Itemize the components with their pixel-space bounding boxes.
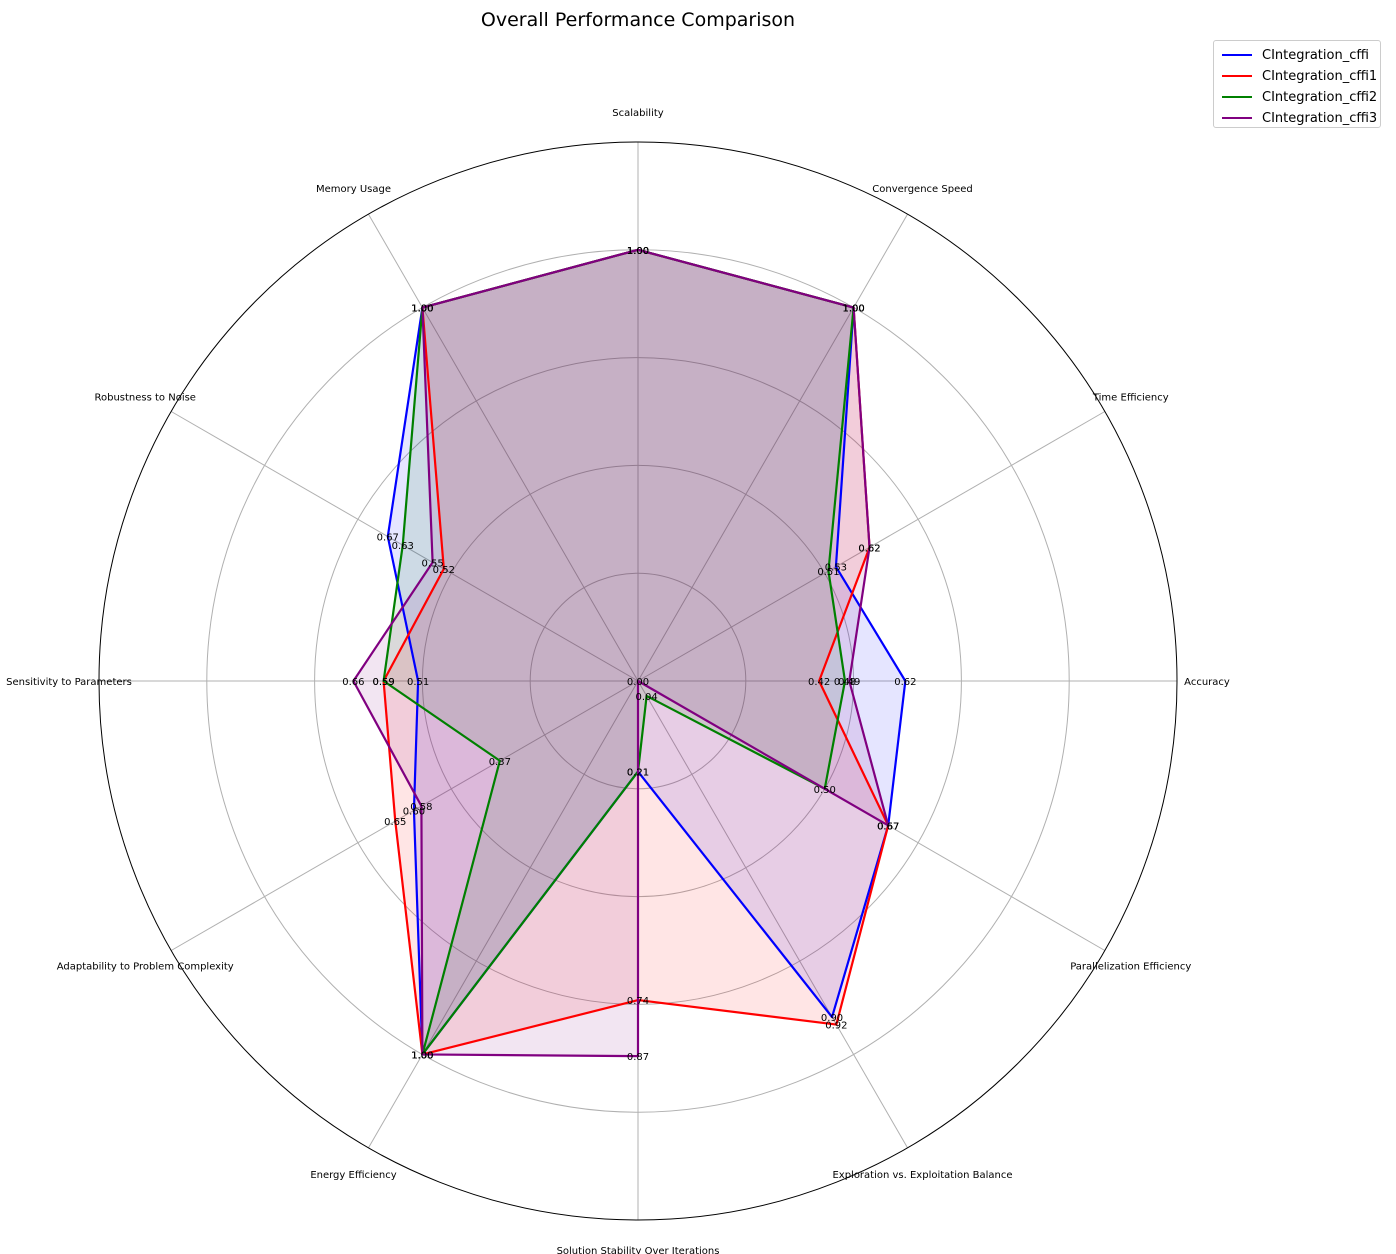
value-label-s4-a10: 0.66 [342, 677, 364, 688]
value-label-s2-a1: 1.00 [627, 246, 649, 257]
axis-label-2: Convergence Speed [872, 184, 972, 195]
axis-label-6: Exploration vs. Exploitation Balance [832, 1170, 1012, 1181]
value-label-s1-a11: 0.67 [377, 533, 399, 544]
value-label-s3-a4: 0.48 [834, 677, 856, 688]
value-label-s2-a10: 0.59 [372, 677, 394, 688]
spoke-11 [170, 411, 639, 682]
value-label-s2-a3: 0.62 [858, 543, 880, 554]
value-label-s1-a8: 1.00 [411, 1050, 433, 1061]
outer-frame [98, 141, 1178, 1221]
value-label-s2-a5: 0.67 [877, 821, 899, 832]
value-label-s4-a1: 1.00 [627, 246, 649, 257]
value-label-s3-a10: 0.59 [372, 677, 394, 688]
value-label-s4-a2: 1.00 [842, 304, 864, 315]
axis-label-10: Sensitivity to Parameters [6, 677, 132, 688]
value-label-s1-a7: 0.21 [627, 768, 649, 779]
value-label-s4-a11: 0.55 [421, 558, 443, 569]
value-label-s3-a2: 1.00 [842, 304, 864, 315]
value-label-s1-a10: 0.51 [407, 677, 429, 688]
legend-item-1: CIntegration_cffi [1222, 45, 1369, 65]
value-label-s1-a12: 1.00 [411, 304, 433, 315]
series-fill-4 [353, 249, 889, 1057]
value-label-s2-a9: 0.65 [384, 817, 406, 828]
legend-label: CIntegration_cffi1 [1262, 68, 1378, 84]
value-label-s4-a12: 1.00 [411, 304, 433, 315]
value-label-s3-a5: 0.50 [814, 785, 836, 796]
axis-label-8: Energy Efficiency [310, 1170, 396, 1181]
value-label-s3-a12: 1.00 [411, 304, 433, 315]
series-fill-3 [383, 249, 854, 1055]
legend-swatch [1222, 75, 1252, 77]
axis-labels: Scalability Convergence Speed Time Efficie… [6, 108, 1230, 1254]
series-fill-1 [387, 249, 906, 1055]
value-label-s4-a4: 0.49 [838, 677, 860, 688]
value-label-s4-a9: 0.58 [410, 802, 432, 813]
series-line-4 [352, 248, 890, 1058]
legend-item-4: CIntegration_cffi3 [1222, 108, 1377, 128]
axis-label-7: Solution Stability Over Iterations [557, 1246, 720, 1254]
value-label-s1-a6: 0.90 [821, 1013, 843, 1024]
value-label-s3-a9: 0.37 [489, 757, 511, 768]
value-label-s4-a5: 0.67 [877, 821, 899, 832]
spoke-12 [368, 213, 639, 682]
value-label-s1-a5: 0.67 [877, 821, 899, 832]
axis-label-11: Robustness to Noise [94, 393, 195, 404]
value-label-s3-a7: 0.21 [627, 768, 649, 779]
value-label-s2-a4: 0.42 [808, 677, 830, 688]
legend-item-2: CIntegration_cffi1 [1222, 66, 1377, 86]
radar-grid [98, 141, 1178, 1221]
legend-swatch [1222, 96, 1252, 98]
value-label-s1-a3: 0.53 [825, 563, 847, 574]
spoke-8 [368, 680, 639, 1149]
value-label-s4-a3: 0.62 [858, 543, 880, 554]
axis-label-3: Time Efficiency [1092, 393, 1169, 404]
value-label-s2-a8: 1.00 [411, 1050, 433, 1061]
value-labels: 1.00 1.00 0.53 0.62 0.67 0.90 0.21 1.00 0.60 0.51… [342, 246, 916, 1063]
value-label-s2-a7: 0.74 [627, 996, 649, 1007]
axis-label-12: Memory Usage [316, 184, 391, 195]
legend-item-3: CIntegration_cffi2 [1222, 87, 1377, 107]
value-label-s3-a8: 1.00 [411, 1050, 433, 1061]
value-label-s3-a1: 1.00 [627, 246, 649, 257]
value-label-s1-a1: 1.00 [627, 246, 649, 257]
spoke-6 [637, 680, 908, 1149]
axis-label-1: Scalability [612, 108, 663, 119]
value-label-s3-a6: 0.04 [635, 692, 657, 703]
value-label-s4-a7: 0.87 [627, 1052, 649, 1063]
spoke-9 [170, 680, 639, 951]
axis-label-4: Accuracy [1184, 677, 1230, 688]
axis-label-5: Parallelization Efficiency [1070, 962, 1191, 973]
legend-label: CIntegration_cffi [1262, 47, 1369, 63]
value-label-s3-a3: 0.51 [817, 567, 839, 578]
value-label-s3-a11: 0.63 [392, 541, 414, 552]
series-fill-2 [383, 249, 889, 1055]
value-label-s1-a9: 0.60 [403, 806, 425, 817]
value-label-s1-a4: 0.62 [894, 677, 916, 688]
spoke-3 [637, 411, 1106, 682]
legend: CIntegration_cffi CIntegration_cffi1 CInte… [1213, 40, 1381, 128]
value-label-s2-a11: 0.52 [433, 565, 455, 576]
value-label-s2-a12: 1.00 [411, 304, 433, 315]
value-label-s1-a2: 1.00 [842, 304, 864, 315]
chart-title: Overall Performance Comparison [481, 9, 795, 31]
legend-label: CIntegration_cffi2 [1262, 89, 1378, 105]
series-fills [353, 249, 906, 1057]
spoke-2 [637, 213, 908, 682]
axis-label-9: Adaptability to Problem Complexity [57, 962, 234, 973]
value-label-s4-a6: 0.00 [627, 677, 649, 688]
legend-label: CIntegration_cffi3 [1262, 110, 1378, 126]
value-label-s2-a6: 0.92 [825, 1021, 847, 1032]
series-lines [352, 248, 907, 1058]
legend-swatch [1222, 54, 1252, 56]
legend-swatch [1222, 117, 1252, 119]
value-label-s4-a8: 1.00 [411, 1050, 433, 1061]
value-label-s2-a2: 1.00 [842, 304, 864, 315]
